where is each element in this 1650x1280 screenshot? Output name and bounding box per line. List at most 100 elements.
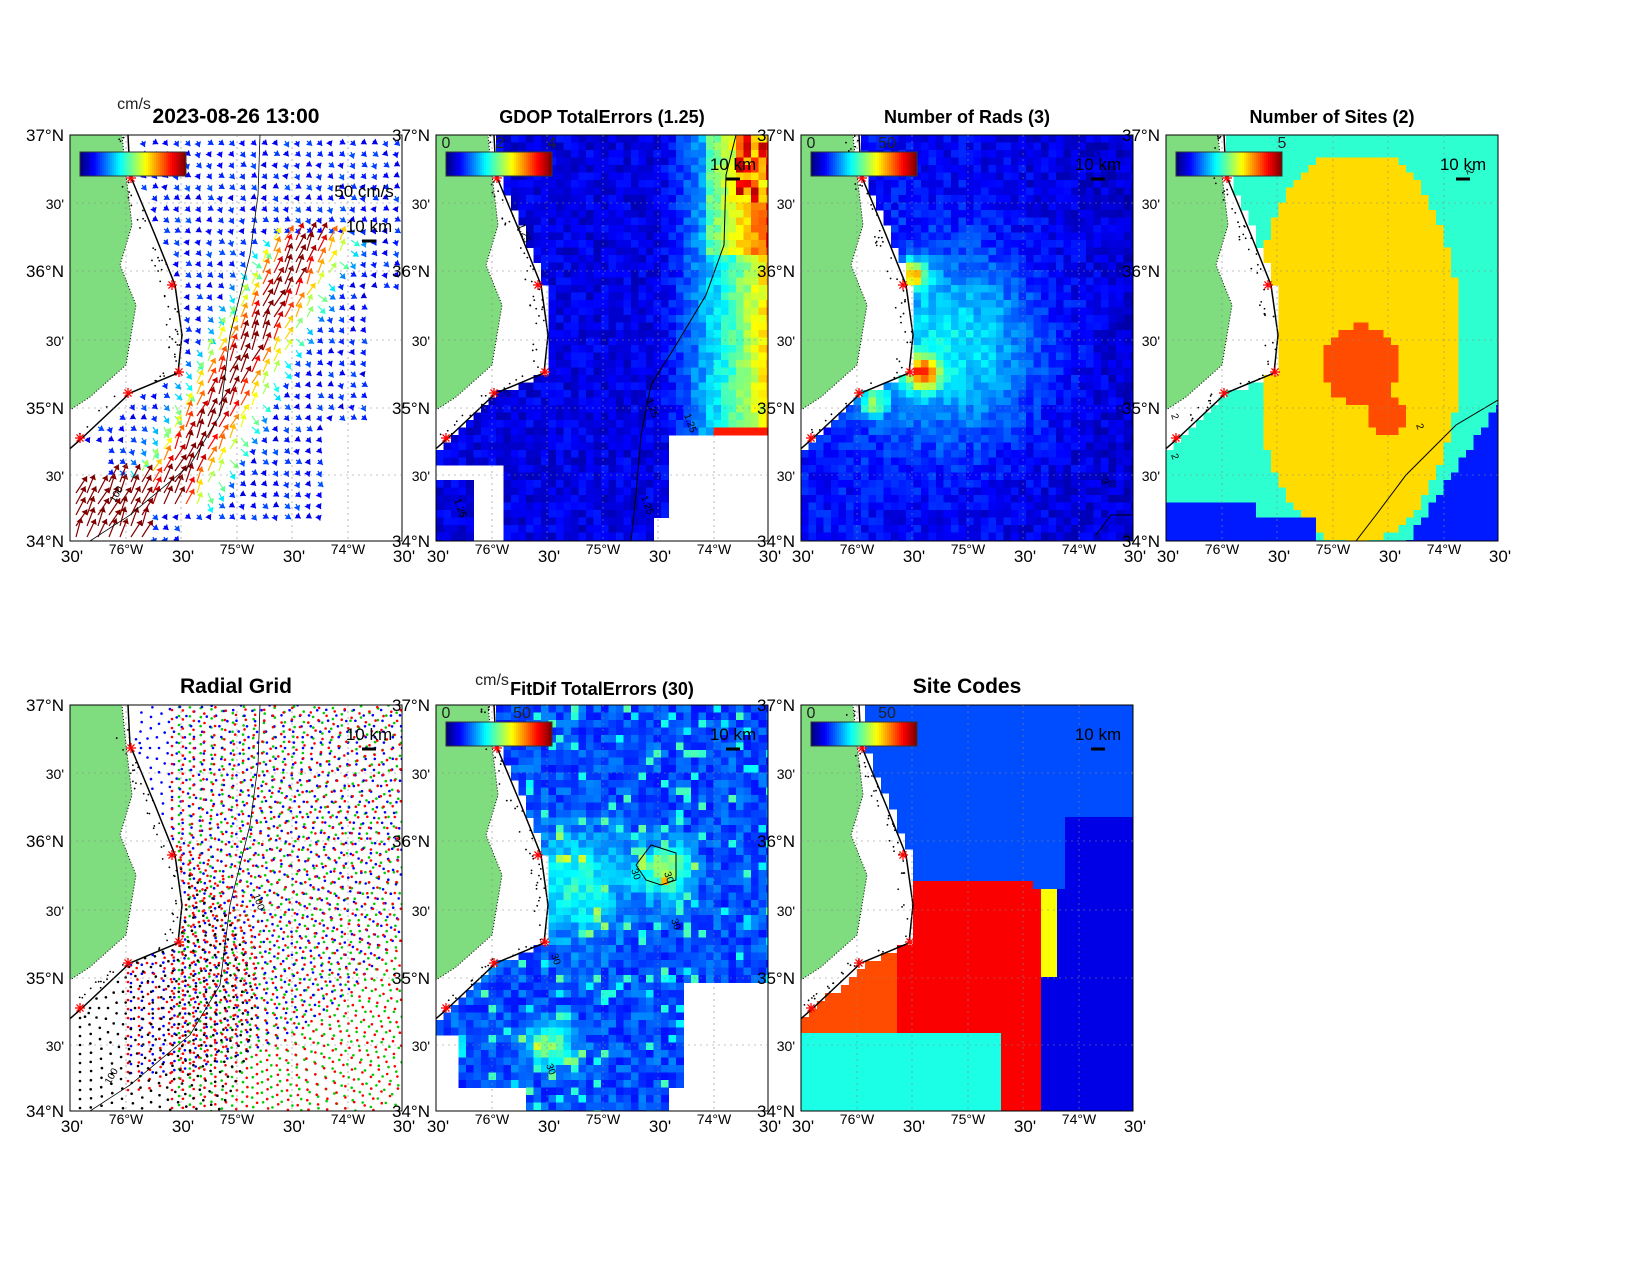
heatmap-cell [1049,165,1057,173]
heatmap-cell [624,143,632,151]
heatmap-cell [929,173,937,181]
heatmap-cell [1049,233,1057,241]
heatmap-cell [451,488,459,496]
lon-tick-label: 75°W [220,541,255,557]
current-vector [315,348,324,357]
vector-head [233,412,242,420]
heatmap-cell [989,173,997,181]
heatmap-cell [951,143,959,151]
heatmap-cell [564,518,572,526]
heatmap-cell [714,375,722,383]
current-vector [382,171,391,180]
heatmap-cell [556,195,564,203]
heatmap-cell [1019,195,1027,203]
current-vector [238,249,247,258]
current-vector [260,298,276,319]
heatmap-cell [631,338,639,346]
heatmap-cell [511,480,519,488]
current-vector [283,435,292,444]
heatmap-cell [579,240,587,248]
heatmap-cell [989,255,997,263]
current-vector [261,424,271,434]
vector-head [240,413,248,420]
heatmap-cell [699,195,707,203]
current-vector [326,316,335,325]
heatmap-cell [556,518,564,526]
heatmap-cell [564,248,572,256]
heatmap-cell [571,308,579,316]
current-vector [359,260,368,269]
heatmap-cell [714,360,722,368]
heatmap-cell [594,465,602,473]
heatmap-cell [1019,173,1027,181]
heatmap-cell [766,308,774,316]
heatmap-cell [504,428,512,436]
heatmap-cell [676,143,684,151]
vector-head [370,272,379,280]
heatmap-cell [594,165,602,173]
heatmap-cell [974,270,982,278]
heatmap-cell [736,345,744,353]
heatmap-cell [594,330,602,338]
vector-head [207,507,216,515]
heatmap-cell [699,263,707,271]
current-vector [360,303,369,312]
heatmap-cell [624,488,632,496]
vector-head [294,403,303,411]
colorbar-segment [526,152,528,176]
vector-head [349,163,358,171]
coast-dot [177,344,179,346]
heatmap-cell [654,323,662,331]
current-vector [150,425,161,436]
vector-head [260,228,269,236]
heatmap-cell [684,368,692,376]
coast-dot [456,420,458,422]
heatmap-cell [1131,150,1139,158]
heatmap-cell [661,263,669,271]
heatmap-cell [751,360,759,368]
heatmap-cell [906,203,914,211]
heatmap-cell [549,308,557,316]
heatmap-cell [759,390,767,398]
vector-head [161,514,170,522]
heatmap-cell [534,510,542,518]
heatmap-cell [936,233,944,241]
heatmap-cell [981,188,989,196]
heatmap-cell [616,323,624,331]
heatmap-cell [601,195,609,203]
heatmap-cell [556,480,564,488]
current-vector [238,413,249,428]
heatmap-cell [624,263,632,271]
coast-dot [118,138,120,140]
vector-head [141,405,150,413]
heatmap-cell [504,413,512,421]
current-vector [293,205,303,215]
heatmap-cell [676,188,684,196]
heatmap-cell [526,458,534,466]
vector-head [349,153,357,160]
heatmap-cell [616,413,624,421]
vector-head [250,139,258,147]
vector-head [272,480,280,489]
heatmap-cell [766,330,774,338]
lat-tick-label: 37°N [392,126,430,145]
heatmap-cell [646,518,654,526]
heatmap-cell [639,368,647,376]
heatmap-cell [714,180,722,188]
current-vector [172,260,181,269]
heatmap-cell [631,135,639,143]
vector-head [329,337,337,346]
current-vector [84,436,93,444]
vector-head [219,249,227,258]
current-vector [249,150,259,159]
current-vector [360,138,369,147]
heatmap-cell [721,345,729,353]
colorbar-segment [458,152,460,176]
heatmap-cell [729,368,737,376]
current-vector [162,391,172,401]
heatmap-cell [929,225,937,233]
lon-tick-label: 75°W [586,541,621,557]
heatmap-cell [1064,165,1072,173]
heatmap-cell [534,143,542,151]
coast-dot [175,341,177,343]
